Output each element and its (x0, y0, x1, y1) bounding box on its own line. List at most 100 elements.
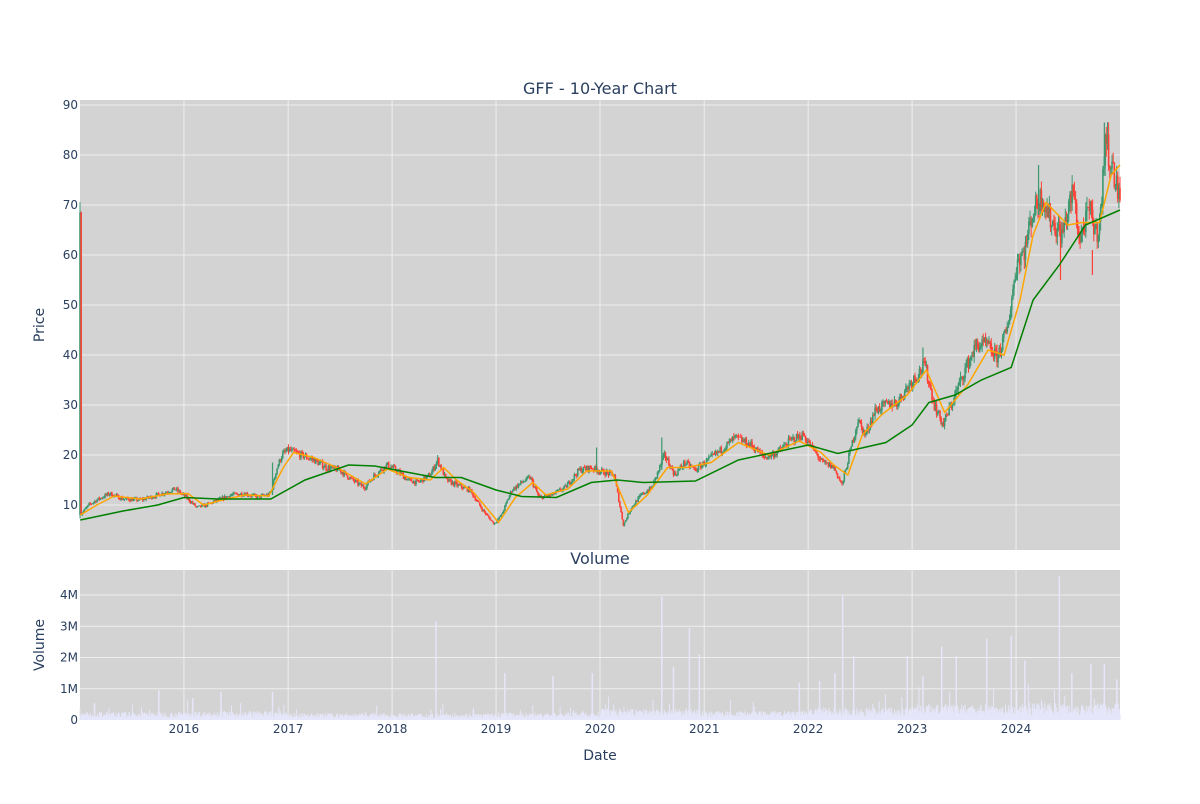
candle-body (523, 481, 526, 483)
candle-body (381, 469, 383, 471)
candle-body (425, 476, 428, 480)
candle-body (813, 450, 816, 451)
candle-body (907, 386, 909, 390)
candle-body (279, 459, 282, 462)
candle-body (1071, 184, 1073, 204)
candle-body (172, 487, 175, 490)
candle-body (386, 462, 389, 465)
candle-body (449, 479, 452, 481)
candle-body (353, 480, 356, 482)
candle-body (87, 504, 89, 507)
candle-body (391, 467, 393, 468)
candle-body (1040, 189, 1043, 208)
candle-body (171, 489, 174, 492)
candle-body (309, 458, 311, 460)
candle-body (385, 464, 388, 470)
candle-body (447, 478, 449, 482)
candle-body (1055, 234, 1058, 237)
candle-body (1062, 229, 1064, 232)
x-tick-label: 2020 (585, 722, 616, 736)
candle-body (512, 490, 514, 492)
candle-body (477, 501, 480, 503)
candle-body (996, 350, 998, 363)
candle-body (556, 490, 559, 492)
candle-body (787, 438, 790, 447)
candle-body (169, 492, 171, 494)
candle-body (170, 491, 172, 493)
candle-body (325, 465, 327, 470)
candle-body (276, 468, 278, 474)
candle-body (196, 506, 199, 508)
candle-body (321, 461, 324, 469)
candle-body (845, 468, 848, 470)
volume-grid (80, 570, 1120, 720)
candle-body (203, 504, 205, 507)
candle-body (189, 501, 192, 503)
candle-body (754, 450, 757, 451)
candle-body (466, 487, 469, 492)
candle-body (103, 497, 105, 499)
candle-body (648, 486, 651, 492)
candle-body (444, 473, 447, 477)
candle-body (1063, 223, 1065, 232)
candle-body (827, 462, 830, 467)
candle-body (1044, 206, 1046, 212)
candle-body (583, 466, 586, 468)
candle-body (637, 497, 639, 502)
candle-body (655, 477, 658, 478)
candle-body (480, 505, 482, 508)
candle-body (564, 485, 567, 487)
candle-body (1022, 251, 1024, 253)
candle-body (980, 346, 982, 348)
candle-body (802, 432, 805, 436)
candle-body (947, 414, 949, 416)
candle-body (799, 434, 801, 440)
candle-body (797, 434, 800, 439)
candle-body (522, 481, 524, 483)
candle-body (285, 451, 287, 452)
candle-body (731, 436, 734, 442)
price-y-tick-label: 70 (63, 198, 78, 212)
candle-body (844, 469, 847, 473)
candle-body (1080, 233, 1083, 243)
candle-body (145, 498, 147, 500)
candle-body (803, 435, 806, 437)
candle-body (217, 499, 219, 501)
x-tick-label: 2019 (481, 722, 512, 736)
candle-body (358, 483, 360, 485)
candle-body (738, 436, 741, 438)
candle-body (109, 492, 112, 495)
candle-body (1066, 214, 1069, 225)
candle-body (644, 493, 646, 495)
candle-body (985, 341, 988, 343)
candle-body (645, 492, 647, 494)
candle-body (687, 461, 690, 463)
candle-body (938, 410, 940, 413)
candle-body (909, 382, 912, 384)
candle-body (1077, 226, 1079, 235)
candle-body (684, 461, 686, 465)
candle-body (275, 473, 277, 478)
candle-body (582, 466, 585, 471)
candle-body (154, 497, 156, 498)
candle-body (313, 458, 316, 464)
candle-body (225, 496, 227, 499)
candle-body (557, 489, 560, 491)
candle-body (807, 441, 809, 443)
candle-body (801, 432, 803, 440)
candle-body (1008, 319, 1011, 325)
candle-body (572, 478, 575, 480)
candle-body (168, 492, 170, 494)
candle-body (546, 495, 548, 497)
candle-body (345, 472, 348, 476)
candle-body (294, 450, 297, 452)
candle-body (829, 463, 832, 469)
candle-body (1031, 218, 1034, 227)
candle-body (920, 372, 923, 373)
candle-body (365, 487, 367, 490)
candle-body (713, 453, 716, 455)
candle-body (410, 478, 413, 482)
candle-body (485, 514, 488, 515)
candle-body (898, 399, 900, 406)
candle-body (825, 461, 827, 464)
